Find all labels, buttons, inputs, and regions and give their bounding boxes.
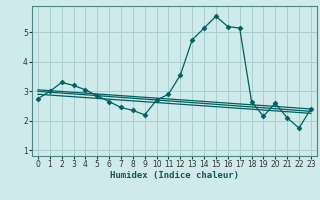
X-axis label: Humidex (Indice chaleur): Humidex (Indice chaleur) xyxy=(110,171,239,180)
